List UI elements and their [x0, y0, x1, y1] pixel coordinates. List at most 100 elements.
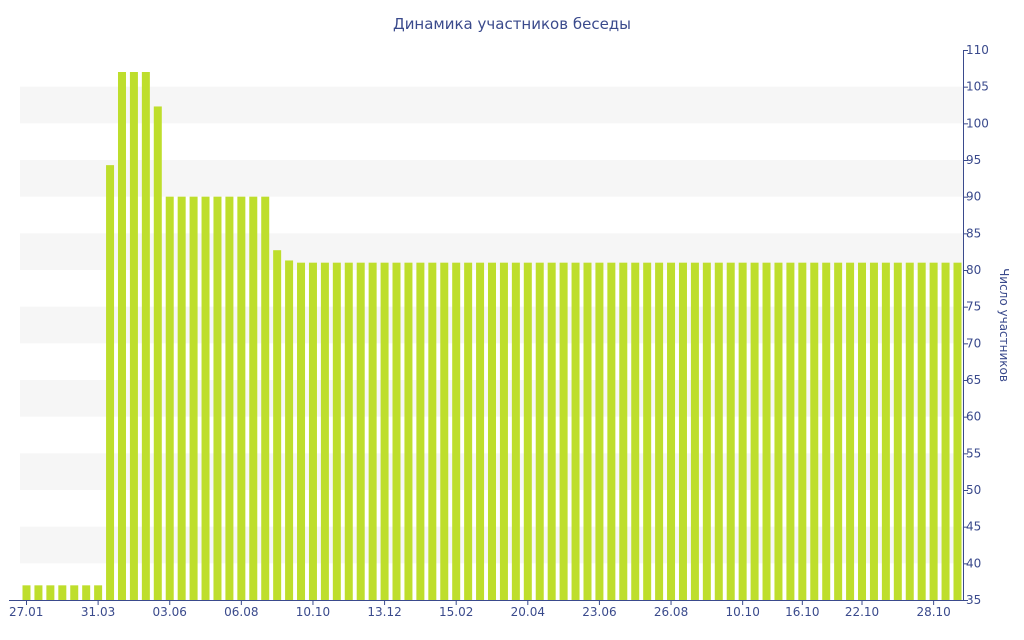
bar-34 [428, 262, 437, 600]
bar-64 [786, 262, 795, 600]
bar-9 [129, 72, 138, 600]
bar-45 [559, 262, 568, 600]
bar-40 [499, 262, 508, 600]
bar-59 [726, 262, 735, 600]
bar-8 [117, 72, 126, 600]
bar-24 [308, 262, 317, 600]
x-tick-label: 26.08 [654, 605, 688, 619]
bar-47 [583, 262, 592, 600]
bar-33 [416, 262, 425, 600]
bar-49 [607, 262, 616, 600]
bar-32 [404, 262, 413, 600]
y-tick-label: 100 [966, 116, 989, 130]
bar-75 [917, 262, 926, 600]
bar-6 [94, 585, 103, 600]
x-tick-label: 13.12 [367, 605, 401, 619]
y-tick-label: 60 [966, 410, 981, 424]
y-tick-label: 45 [966, 520, 981, 534]
bar-39 [488, 262, 496, 600]
x-axis-ticks: 27.01 31.03 03.06 06.08 10.10 13.12 15.02 20.04… [9, 600, 951, 619]
bar-22 [285, 260, 294, 600]
chart-title: Динамика участников беседы [393, 15, 631, 33]
bar-2 [46, 585, 55, 600]
y-tick-label: 85 [966, 226, 981, 240]
bar-12 [165, 196, 174, 601]
bars [22, 72, 962, 601]
bar-66 [810, 262, 819, 600]
bar-67 [822, 262, 831, 600]
bar-3 [58, 585, 67, 600]
bar-4 [70, 585, 79, 600]
y-axis-label: Число участников [997, 268, 1011, 382]
bar-57 [702, 262, 711, 600]
axes [9, 50, 964, 601]
bar-54 [667, 262, 676, 600]
x-tick-label: 31.03 [81, 605, 115, 619]
bar-13 [177, 196, 186, 601]
bar-44 [547, 262, 556, 600]
y-axis-ticks: 35 40 45 50 55 60 65 70 75 80 85 90 95 100 105 110 [963, 43, 989, 607]
bar-17 [225, 196, 234, 601]
bar-29 [368, 262, 377, 600]
y-tick-label: 65 [966, 373, 981, 387]
y-tick-label: 75 [966, 300, 981, 314]
bar-78 [953, 262, 962, 600]
y-tick-label: 110 [966, 43, 989, 57]
x-tick-label: 27.01 [9, 605, 43, 619]
bar-7 [106, 165, 115, 600]
bar-48 [595, 262, 604, 600]
bar-30 [380, 262, 389, 600]
bar-70 [858, 262, 867, 600]
x-tick-label: 03.06 [153, 605, 187, 619]
bar-60 [738, 262, 747, 600]
y-tick-label: 35 [966, 593, 981, 607]
bar-26 [332, 262, 341, 600]
bar-52 [643, 262, 652, 600]
bar-74 [905, 262, 914, 600]
bar-23 [297, 262, 306, 600]
bar-53 [655, 262, 664, 600]
bar-28 [356, 262, 365, 600]
bar-20 [261, 196, 270, 601]
bar-18 [237, 196, 246, 601]
grid-band [20, 86, 963, 124]
bar-76 [929, 262, 938, 600]
y-tick-label: 50 [966, 483, 981, 497]
bar-62 [762, 262, 771, 600]
bar-71 [869, 262, 878, 600]
y-tick-label: 95 [966, 153, 981, 167]
bar-41 [511, 262, 520, 600]
y-tick-label: 90 [966, 190, 981, 204]
bar-25 [320, 262, 329, 600]
x-tick-label: 28.10 [916, 605, 950, 619]
x-tick-label: 20.04 [511, 605, 545, 619]
bar-27 [344, 262, 353, 600]
y-tick-label: 70 [966, 336, 981, 350]
x-tick-label: 16.10 [785, 605, 819, 619]
y-tick-label: 40 [966, 556, 981, 570]
bar-37 [464, 262, 473, 600]
bar-10 [141, 72, 150, 600]
bar-38 [476, 262, 485, 600]
bar-19 [249, 196, 258, 601]
bar-15 [201, 196, 210, 601]
bar-58 [714, 262, 723, 600]
bar-31 [392, 262, 401, 600]
bar-69 [846, 262, 855, 600]
x-tick-label: 22.10 [845, 605, 879, 619]
x-tick-label: 06.08 [224, 605, 258, 619]
x-tick-label: 10.10 [725, 605, 759, 619]
bar-68 [834, 262, 843, 600]
bar-35 [440, 262, 449, 600]
bar-16 [213, 196, 222, 601]
y-tick-label: 55 [966, 446, 981, 460]
bar-42 [523, 262, 532, 600]
y-tick-label: 105 [966, 80, 989, 94]
bar-63 [774, 262, 783, 600]
bar-46 [571, 262, 580, 600]
bar-65 [798, 262, 807, 600]
bar-73 [893, 262, 902, 600]
bar-0 [22, 585, 31, 600]
bar-5 [82, 585, 91, 600]
